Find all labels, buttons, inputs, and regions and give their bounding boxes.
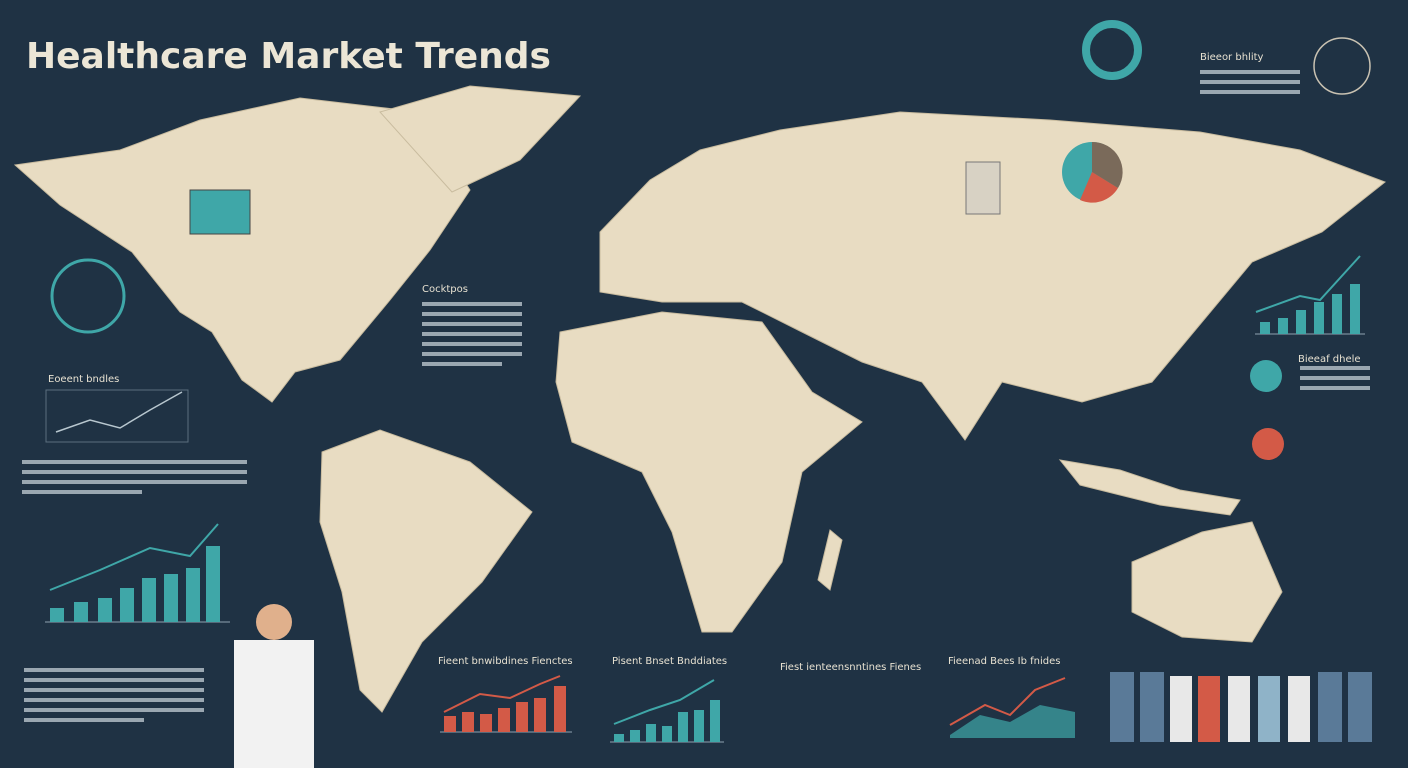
icon bbox=[1252, 428, 1284, 460]
chart-right bbox=[1255, 255, 1365, 335]
panel-label: Eoeent bndles bbox=[48, 374, 119, 385]
line-chart-small bbox=[45, 389, 189, 443]
panel-label: Bieeaf dhele bbox=[1298, 354, 1361, 365]
radar bbox=[50, 258, 126, 334]
decor-charts bbox=[45, 20, 1371, 743]
south-america bbox=[319, 429, 533, 713]
panel-label: Fiest ienteensnntines Fienes bbox=[780, 662, 921, 673]
north-america bbox=[13, 97, 471, 403]
text-placeholders bbox=[22, 70, 1370, 722]
person bbox=[1170, 676, 1192, 742]
person bbox=[1288, 676, 1310, 742]
panel-label: Cocktpos bbox=[422, 284, 468, 295]
indonesia bbox=[1058, 459, 1241, 516]
globe bbox=[1313, 37, 1371, 95]
person bbox=[1258, 676, 1280, 742]
chart-left bbox=[45, 523, 230, 623]
donut bbox=[1082, 20, 1142, 80]
chart-teal bbox=[610, 679, 724, 743]
people bbox=[234, 604, 1372, 768]
chart-area bbox=[949, 677, 1075, 738]
person bbox=[1348, 672, 1372, 742]
panel-label: Fieenad Bees Ib fnides bbox=[948, 656, 1060, 667]
laptop-icon bbox=[189, 189, 251, 235]
person bbox=[1110, 672, 1134, 742]
doc-icon bbox=[965, 161, 1001, 215]
chart-red bbox=[440, 675, 572, 733]
greenland bbox=[379, 85, 582, 193]
panel-label: Pisent Bnset Bnddiates bbox=[612, 656, 727, 667]
africa bbox=[555, 311, 863, 633]
doctor-head bbox=[256, 604, 292, 640]
panel-label: Bieeor bhlity bbox=[1200, 52, 1264, 63]
icon bbox=[1250, 360, 1282, 392]
pie-chart bbox=[1062, 141, 1123, 203]
madagascar bbox=[817, 529, 843, 591]
person bbox=[1228, 676, 1250, 742]
person bbox=[1318, 672, 1342, 742]
page-title: Healthcare Market Trends bbox=[26, 36, 551, 77]
person bbox=[1198, 676, 1220, 742]
world-map bbox=[13, 85, 1387, 713]
person bbox=[1140, 672, 1164, 742]
panel-label: Fieent bnwibdines Fienctes bbox=[438, 656, 573, 667]
eurasia bbox=[599, 111, 1387, 441]
australia bbox=[1131, 521, 1283, 643]
doctor bbox=[234, 640, 314, 768]
